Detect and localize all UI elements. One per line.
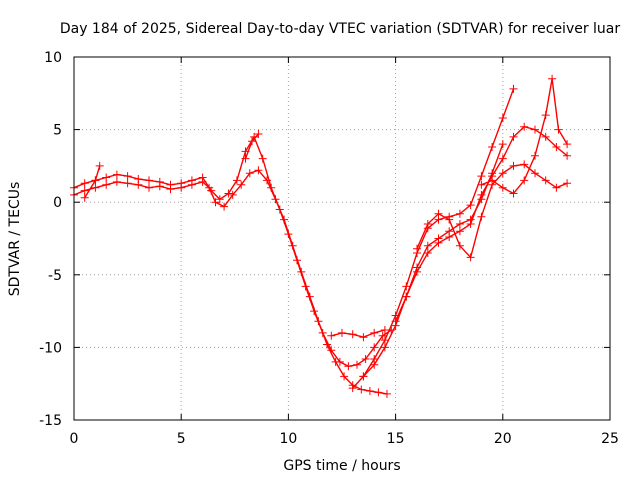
series-line <box>352 88 515 389</box>
data-point-markers <box>413 160 572 262</box>
x-axis-label: GPS time / hours <box>283 458 400 474</box>
series-track-7 <box>391 122 572 326</box>
grid-layer <box>74 57 610 420</box>
x-tick-label: 20 <box>494 431 512 447</box>
data-point-markers <box>477 74 572 198</box>
series-track-4 <box>327 326 389 342</box>
series-track-9 <box>477 74 572 198</box>
series-line <box>331 329 386 338</box>
x-tick-label: 5 <box>177 431 186 447</box>
y-tick-label: -10 <box>39 340 62 356</box>
x-tick-label: 25 <box>601 431 619 447</box>
plot-frame <box>73 56 611 421</box>
ticks-layer: 0 5 10 15 20 25 -15 -10 -5 0 5 10 <box>39 50 619 447</box>
data-point-markers <box>391 122 572 326</box>
series-track-2 <box>70 132 396 371</box>
y-tick-label: 10 <box>44 50 62 66</box>
series-track-8 <box>413 160 572 262</box>
series-line <box>362 143 504 377</box>
y-tick-label: 5 <box>53 123 62 139</box>
data-point-markers <box>241 130 263 163</box>
x-tick-label: 0 <box>70 431 79 447</box>
data-point-markers <box>327 326 389 342</box>
series-line <box>73 135 392 368</box>
series-track-10 <box>80 161 104 202</box>
series-line <box>481 78 568 195</box>
y-tick-label: -15 <box>39 413 62 429</box>
data-point-markers <box>70 132 396 371</box>
y-tick-label: -5 <box>48 268 62 284</box>
x-tick-label: 15 <box>387 431 405 447</box>
data-point-markers <box>80 161 104 202</box>
y-tick-label: 0 <box>53 195 62 211</box>
series-layer <box>70 74 572 398</box>
series-track-3 <box>241 130 263 163</box>
chart-title: Day 184 of 2025, Sidereal Day-to-day VTE… <box>60 21 621 37</box>
x-tick-label: 10 <box>279 431 297 447</box>
series-line <box>394 125 568 322</box>
y-axis-label: SDTVAR / TECUs <box>7 182 23 297</box>
